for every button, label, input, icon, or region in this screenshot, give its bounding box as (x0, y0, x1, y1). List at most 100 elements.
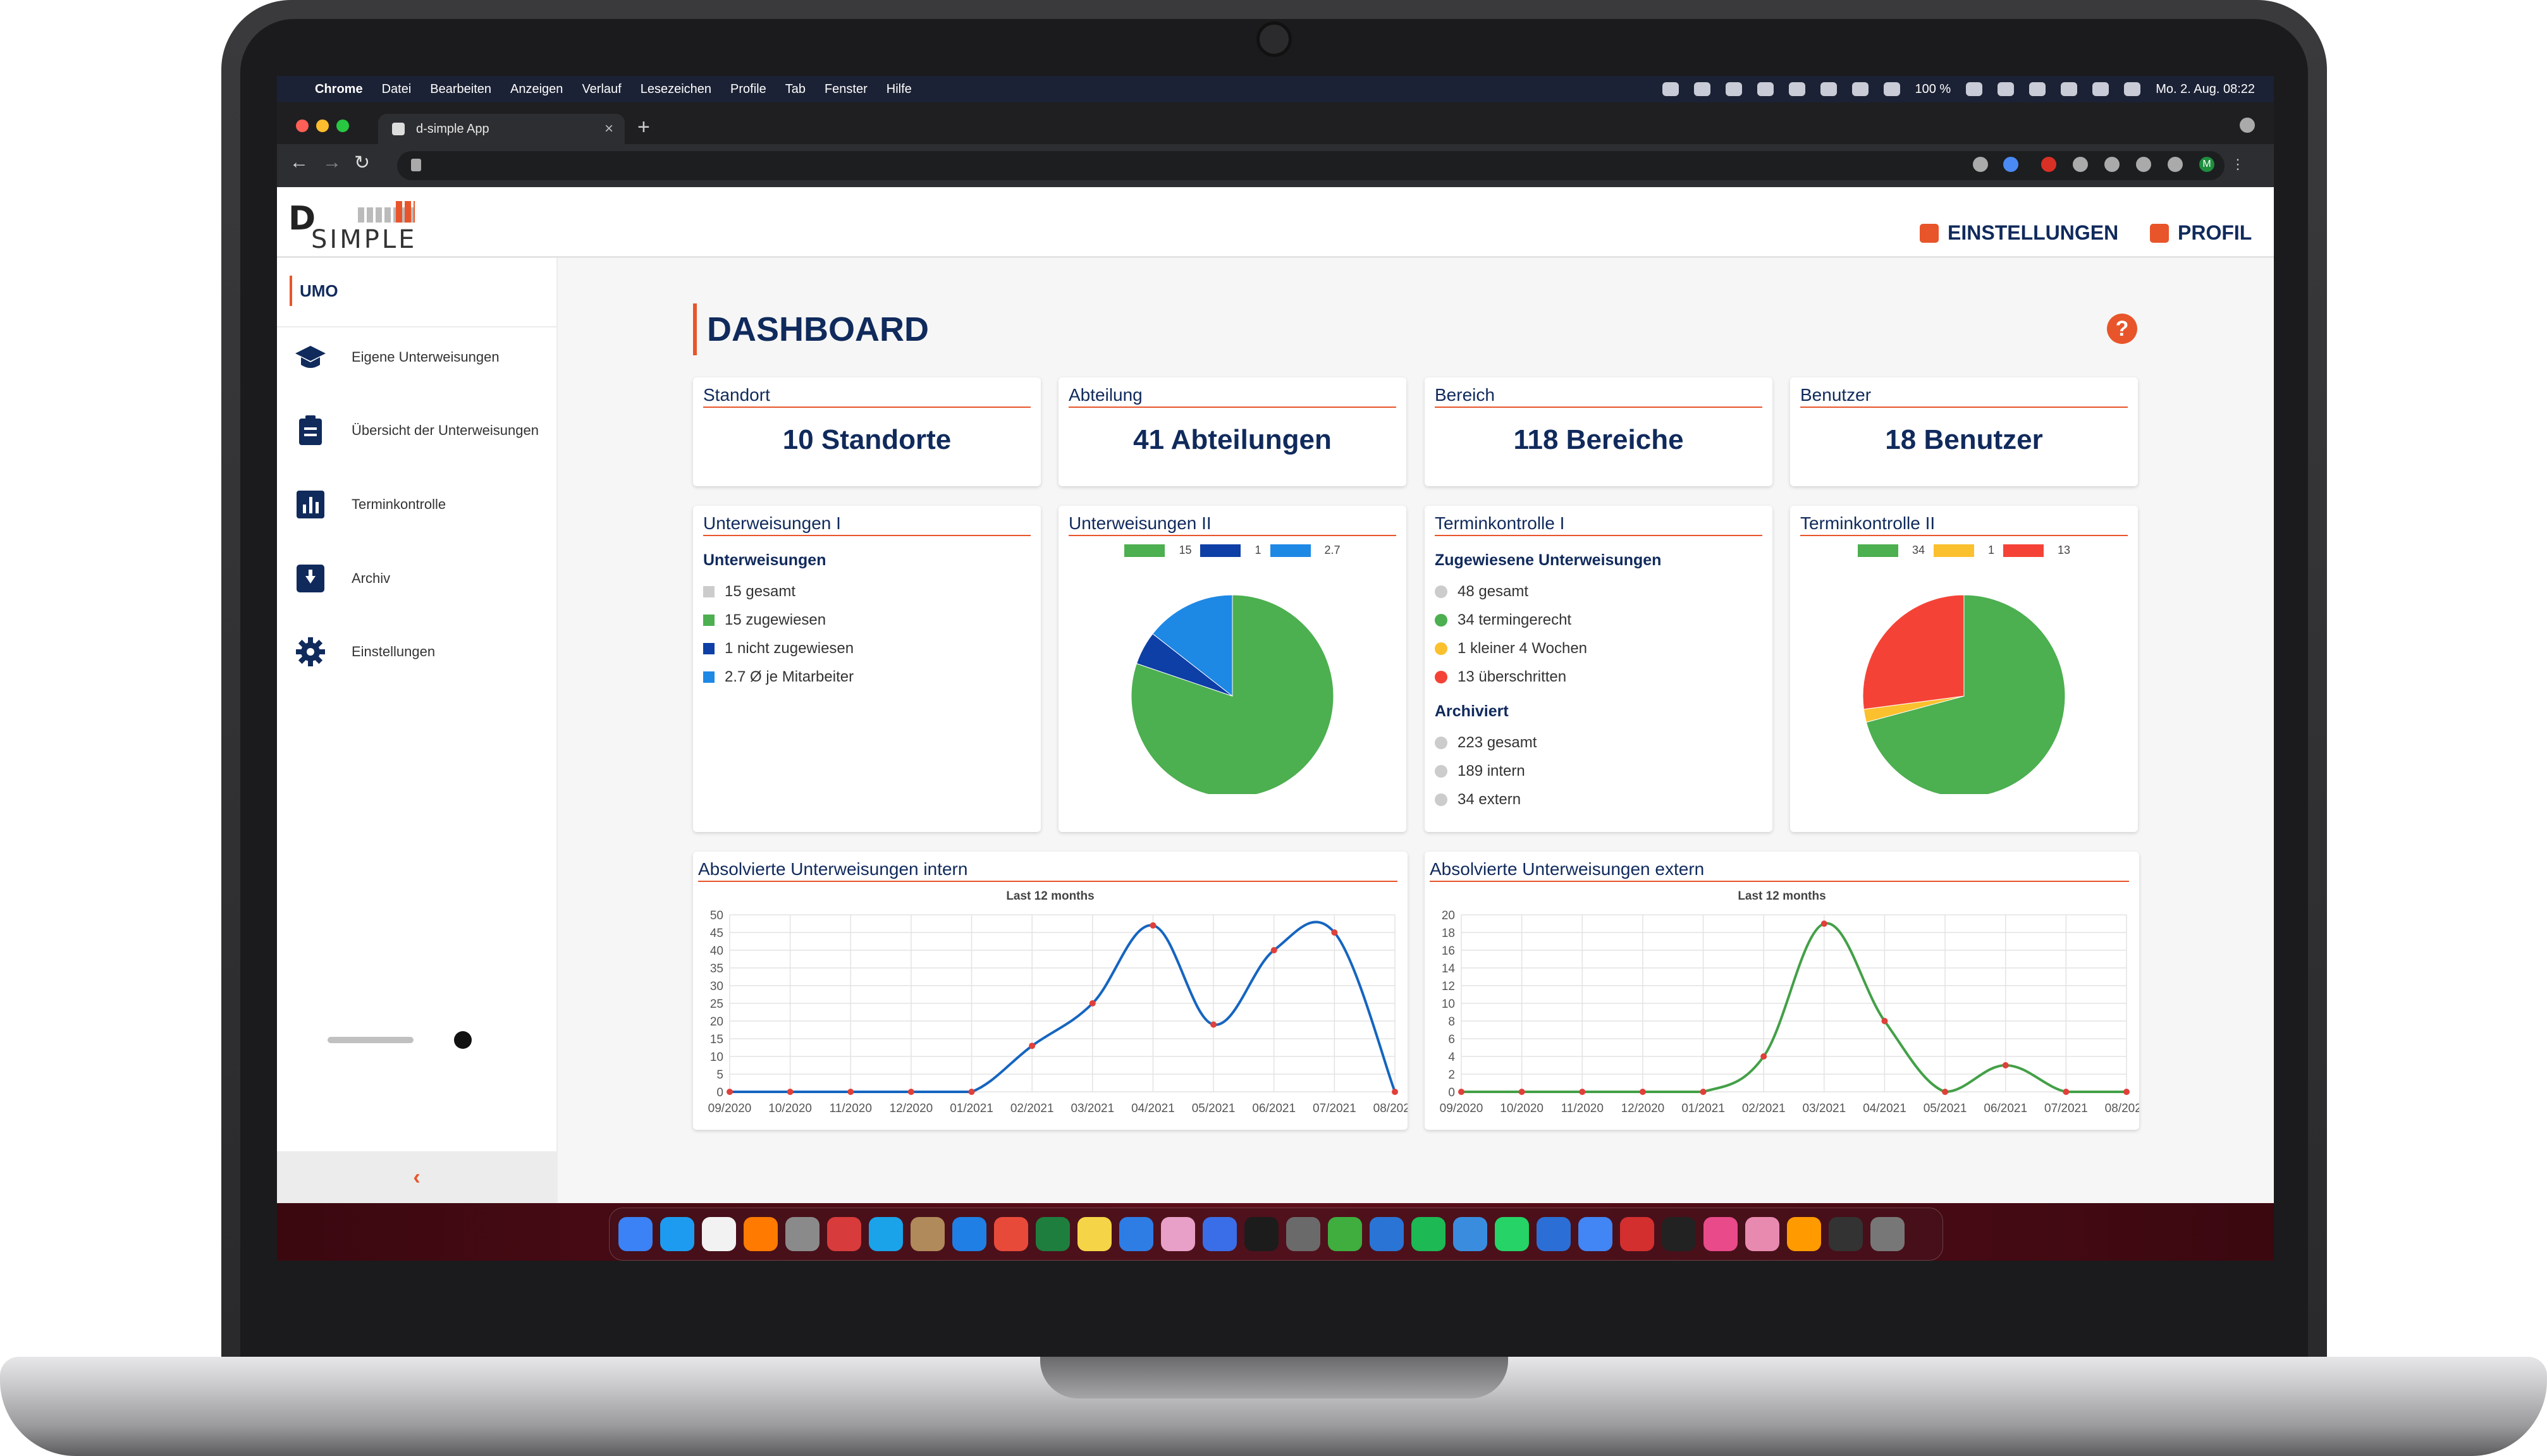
dock-app-icon[interactable] (911, 1217, 945, 1251)
sidebar-item-einstellungen[interactable]: Einstellungen (295, 633, 554, 671)
stat-card-bereich[interactable]: Bereich 118 Bereiche (1425, 377, 1772, 486)
zoom-window-icon[interactable] (336, 119, 349, 132)
key-icon[interactable] (1973, 157, 1988, 172)
dock-app-icon[interactable] (1662, 1217, 1696, 1251)
dock-app-icon[interactable] (1620, 1217, 1654, 1251)
status-icon[interactable] (1662, 82, 1679, 96)
dock-app-icon[interactable] (1370, 1217, 1404, 1251)
control-center-icon[interactable] (2092, 82, 2109, 96)
address-bar[interactable] (397, 151, 2225, 180)
reload-button[interactable]: ↻ (354, 152, 371, 173)
dock-app-icon[interactable] (1703, 1217, 1738, 1251)
line-chart-intern[interactable]: 0 5 10 15 20 25 30 35 40 45 50 09/2020 10/2020 11/202… (693, 902, 1408, 1123)
dock-app-icon[interactable] (1077, 1217, 1112, 1251)
dock-app-icon[interactable] (1787, 1217, 1821, 1251)
legend-swatch[interactable] (1270, 544, 1311, 557)
stat-card-benutzer[interactable]: Benutzer 18 Benutzer (1790, 377, 2138, 486)
dock-app-icon[interactable] (1411, 1217, 1445, 1251)
siri-icon[interactable] (2124, 82, 2141, 96)
forward-button[interactable]: → (322, 152, 341, 173)
d-simple-logo[interactable]: D SIMPLE (288, 200, 421, 254)
new-tab-button[interactable]: + (637, 115, 650, 139)
dock-app-icon[interactable] (1119, 1217, 1153, 1251)
back-button[interactable]: ← (290, 152, 309, 173)
legend-swatch[interactable] (1200, 544, 1241, 557)
menu-hilfe[interactable]: Hilfe (886, 82, 912, 96)
close-tab-icon[interactable]: × (604, 120, 613, 137)
dock-app-icon[interactable] (994, 1217, 1028, 1251)
dock-app-icon[interactable] (827, 1217, 861, 1251)
menu-chrome[interactable]: Chrome (315, 82, 363, 96)
dock-app-icon[interactable] (618, 1217, 653, 1251)
sidebar-item-uebersicht[interactable]: Übersicht der Unterweisungen (295, 412, 554, 450)
battery-icon[interactable] (1966, 82, 1983, 96)
status-icon[interactable] (1820, 82, 1837, 96)
dock-app-icon[interactable] (1286, 1217, 1320, 1251)
help-icon[interactable]: ? (2107, 314, 2137, 344)
dock-app-icon[interactable] (1829, 1217, 1863, 1251)
dock-app-icon[interactable] (785, 1217, 819, 1251)
stat-card-standort[interactable]: Standort 10 Standorte (693, 377, 1041, 486)
dock-app-icon[interactable] (1745, 1217, 1779, 1251)
toggle-track[interactable] (328, 1037, 414, 1043)
dock-app-icon[interactable] (1161, 1217, 1195, 1251)
settings-link[interactable]: EINSTELLUNGEN (1920, 221, 2118, 245)
search-icon[interactable] (2061, 82, 2078, 96)
dock-app-icon[interactable] (1328, 1217, 1362, 1251)
pie-chart-terminkontrolle[interactable] (1863, 566, 2065, 794)
menu-lesezeichen[interactable]: Lesezeichen (640, 82, 712, 96)
profile-link[interactable]: PROFIL (2150, 221, 2252, 245)
legend-swatch[interactable] (1124, 544, 1165, 557)
dock-app-icon[interactable] (1495, 1217, 1529, 1251)
dock-app-icon[interactable] (1537, 1217, 1571, 1251)
extension-icon[interactable] (2073, 157, 2088, 172)
puzzle-icon[interactable] (2168, 157, 2183, 172)
toggle-handle[interactable] (454, 1031, 472, 1049)
status-icon[interactable] (1757, 82, 1774, 96)
legend-swatch[interactable] (1933, 544, 1974, 557)
line-chart-extern[interactable]: 0 2 4 6 8 10 12 14 16 18 20 09/2020 10/2020 11/2020 12… (1425, 902, 2139, 1123)
dock-app-icon[interactable] (1244, 1217, 1279, 1251)
profile-avatar[interactable]: M (2199, 157, 2214, 172)
menu-anzeigen[interactable]: Anzeigen (510, 82, 563, 96)
status-icon[interactable] (1788, 82, 1805, 96)
legend-swatch[interactable] (2003, 544, 2044, 557)
dock-app-icon[interactable] (1036, 1217, 1070, 1251)
extension-icon[interactable] (2104, 157, 2120, 172)
dock-app-icon[interactable] (702, 1217, 736, 1251)
volume-icon[interactable] (1998, 82, 2015, 96)
tab-search-icon[interactable] (2240, 118, 2255, 133)
sidebar-item-eigene-unterweisungen[interactable]: Eigene Unterweisungen (295, 338, 554, 376)
status-icon[interactable] (1725, 82, 1742, 96)
menu-verlauf[interactable]: Verlauf (582, 82, 622, 96)
browser-tab[interactable]: d-simple App × (378, 114, 625, 144)
dock-app-icon[interactable] (1453, 1217, 1487, 1251)
menu-datei[interactable]: Datei (381, 82, 412, 96)
dock-app-icon[interactable] (1870, 1217, 1905, 1251)
sidebar-item-archiv[interactable]: Archiv (295, 560, 554, 597)
minimize-window-icon[interactable] (316, 119, 329, 132)
menu-fenster[interactable]: Fenster (824, 82, 868, 96)
legend-swatch[interactable] (1857, 544, 1898, 557)
stat-card-abteilung[interactable]: Abteilung 41 Abteilungen (1059, 377, 1406, 486)
star-icon[interactable] (2003, 157, 2018, 172)
menu-bearbeiten[interactable]: Bearbeiten (430, 82, 492, 96)
collapse-sidebar-button[interactable]: ‹ (277, 1151, 556, 1203)
extension-icon[interactable] (2136, 157, 2151, 172)
extension-icon[interactable] (2041, 157, 2056, 172)
dock-app-icon[interactable] (1578, 1217, 1612, 1251)
status-icon[interactable] (1851, 82, 1869, 96)
dock-app-icon[interactable] (744, 1217, 778, 1251)
dock-app-icon[interactable] (1203, 1217, 1237, 1251)
wifi-icon[interactable] (2029, 82, 2046, 96)
close-window-icon[interactable] (296, 119, 309, 132)
status-icon[interactable] (1693, 82, 1710, 96)
status-icon[interactable] (1883, 82, 1900, 96)
pie-chart-unterweisungen[interactable] (1131, 566, 1334, 794)
menu-tab[interactable]: Tab (785, 82, 806, 96)
dock-app-icon[interactable] (952, 1217, 986, 1251)
dock-app-icon[interactable] (660, 1217, 694, 1251)
kebab-menu-icon[interactable]: ⋮ (2231, 156, 2245, 172)
dock-app-icon[interactable] (869, 1217, 903, 1251)
sidebar-item-terminkontrolle[interactable]: Terminkontrolle (295, 486, 554, 523)
